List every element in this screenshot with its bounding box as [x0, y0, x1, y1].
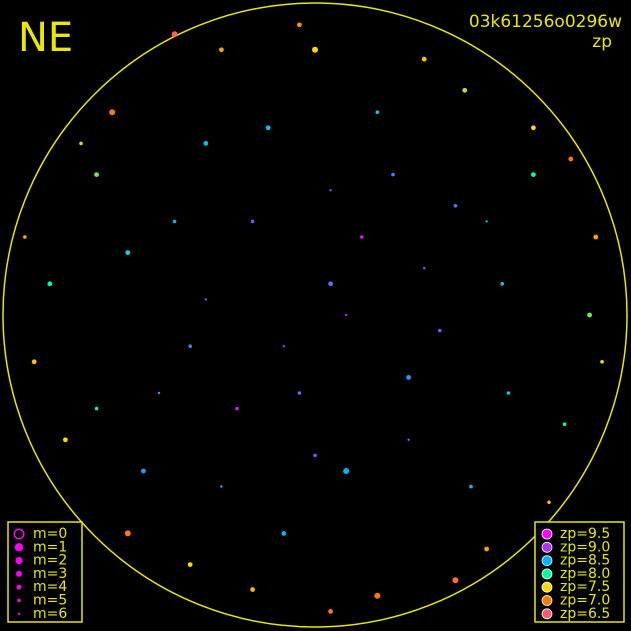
m-legend-marker — [17, 598, 21, 603]
zp-legend-label: zp=9.0 — [560, 539, 610, 555]
star — [63, 437, 68, 443]
star — [23, 235, 27, 239]
star — [407, 438, 410, 441]
chart-title: NE — [18, 15, 73, 61]
m-legend-label: m=0 — [33, 526, 67, 542]
star — [188, 344, 192, 349]
star — [171, 31, 178, 38]
star — [500, 282, 505, 286]
zp-legend-label: zp=9.5 — [560, 526, 610, 542]
zp-legend-marker — [541, 541, 553, 553]
star — [406, 375, 411, 380]
star — [312, 46, 318, 53]
star — [79, 141, 83, 146]
m-legend-label: m=6 — [33, 606, 67, 622]
star — [375, 110, 380, 114]
star — [485, 220, 488, 223]
star — [506, 391, 511, 395]
star — [297, 22, 302, 28]
star — [421, 56, 427, 62]
zp-legend-marker — [541, 595, 553, 606]
m-legend-marker — [16, 584, 22, 590]
star — [462, 87, 468, 93]
m-legend-marker — [17, 612, 21, 615]
zp-legend-marker — [541, 528, 553, 540]
zp-legend-marker — [541, 568, 553, 580]
star — [587, 312, 592, 318]
star — [281, 531, 287, 536]
star — [94, 172, 99, 178]
star — [531, 172, 536, 178]
m-legend-label: m=5 — [33, 593, 67, 609]
star — [328, 281, 333, 287]
star — [438, 328, 442, 333]
star — [313, 453, 317, 458]
star — [31, 359, 37, 365]
star — [531, 125, 536, 131]
zp-legend-marker — [541, 555, 553, 566]
star — [172, 219, 177, 224]
m-legend-label: m=2 — [33, 553, 67, 569]
color-label: zp — [592, 32, 612, 52]
star — [235, 406, 239, 411]
zp-legend-marker — [541, 608, 553, 620]
star — [141, 468, 146, 474]
star — [265, 125, 271, 131]
star — [282, 345, 285, 348]
star — [250, 219, 255, 224]
star — [328, 609, 333, 614]
star — [219, 47, 224, 53]
star — [343, 468, 350, 474]
star — [374, 592, 381, 599]
star — [47, 281, 53, 287]
star — [360, 235, 364, 239]
star — [469, 484, 473, 489]
star — [453, 204, 458, 208]
star — [187, 562, 193, 567]
star — [329, 189, 332, 192]
star — [124, 530, 131, 537]
star — [94, 406, 99, 411]
star — [157, 391, 161, 395]
star — [125, 250, 131, 256]
star — [250, 587, 256, 592]
star — [204, 298, 207, 301]
zp-legend-label: zp=7.5 — [560, 579, 610, 595]
zp-legend-marker — [541, 581, 553, 593]
star — [345, 313, 348, 317]
star — [391, 172, 395, 177]
zp-legend-label: zp=6.5 — [560, 606, 610, 622]
m-legend-marker — [14, 543, 24, 552]
m-legend-label: m=4 — [33, 579, 67, 595]
m-legend-marker — [15, 557, 23, 565]
m-legend-label: m=1 — [33, 539, 67, 555]
star — [593, 234, 599, 240]
star — [568, 156, 574, 162]
zp-legend-label: zp=7.0 — [560, 593, 610, 609]
star — [600, 360, 604, 364]
m-legend-label: m=3 — [33, 566, 67, 582]
star — [547, 500, 551, 505]
star — [423, 267, 426, 270]
star — [297, 391, 302, 395]
m-legend-marker — [13, 528, 25, 540]
zp-legend-label: zp=8.0 — [560, 566, 610, 582]
zp-legend-label: zp=8.5 — [560, 553, 610, 569]
star — [203, 141, 209, 146]
image-id: 03k61256o0296w — [469, 12, 622, 32]
star — [220, 485, 223, 488]
star — [109, 109, 116, 116]
star — [484, 546, 489, 552]
m-legend-marker — [16, 570, 22, 577]
star — [452, 577, 459, 584]
star — [562, 422, 567, 427]
